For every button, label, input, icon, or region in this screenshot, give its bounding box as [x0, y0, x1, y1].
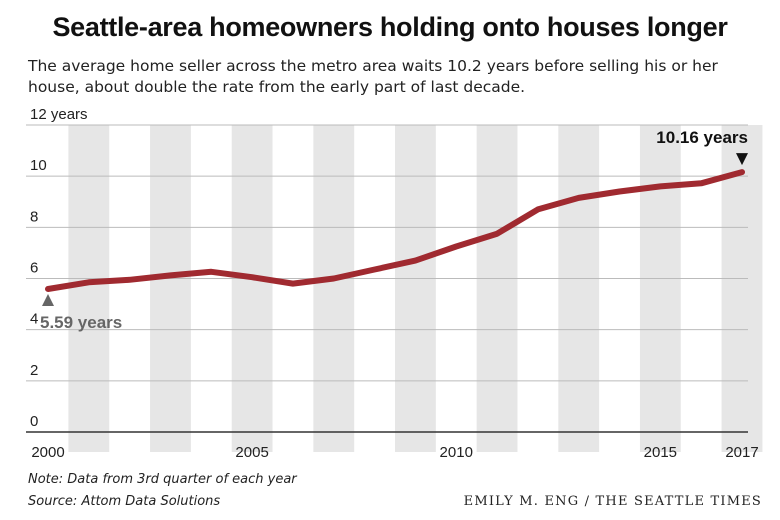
x-tick-label: 2005: [235, 444, 268, 461]
data-point: [453, 244, 459, 250]
data-point: [576, 195, 582, 201]
chart-source: Source: Attom Data Solutions: [28, 494, 221, 509]
start-value-label: 5.59 years: [40, 313, 122, 332]
chart-title: Seattle-area homeowners holding onto hou…: [52, 12, 728, 42]
year-band: [313, 125, 355, 452]
y-tick-label: 6: [30, 260, 38, 277]
data-point: [494, 231, 500, 237]
x-tick-label: 2000: [31, 444, 64, 461]
y-tick-label: 4: [30, 311, 38, 328]
x-tick-label: 2010: [440, 444, 473, 461]
year-band: [231, 125, 273, 452]
chart-credit: EMILY M. ENG / THE SEATTLE TIMES: [463, 494, 762, 509]
year-band: [639, 125, 681, 452]
data-point: [617, 189, 623, 195]
year-band: [558, 125, 600, 452]
year-band: [721, 125, 763, 452]
data-point: [739, 169, 745, 175]
data-point: [45, 286, 51, 292]
data-point: [331, 276, 337, 282]
year-band: [395, 125, 436, 452]
chart-subtitle: The average home seller across the metro…: [28, 57, 718, 96]
y-tick-label: 10: [30, 157, 47, 174]
data-point: [372, 267, 378, 273]
x-tick-label: 2017: [725, 444, 758, 461]
annotation-arrow: [42, 293, 54, 306]
data-point: [167, 272, 173, 278]
annotation-arrow: [736, 153, 748, 166]
data-point: [249, 274, 255, 280]
chart-note: Note: Data from 3rd quarter of each year: [28, 472, 297, 487]
y-tick-label: 12 years: [30, 106, 88, 123]
data-point: [86, 279, 92, 285]
data-point: [290, 281, 296, 287]
series-line: [45, 169, 745, 292]
y-tick-label: 2: [30, 362, 38, 379]
data-point: [698, 180, 704, 186]
year-band: [68, 125, 110, 452]
y-tick-label: 0: [30, 413, 38, 430]
data-point: [657, 183, 663, 189]
data-point: [535, 206, 541, 212]
year-band: [476, 125, 518, 452]
data-point: [127, 277, 133, 283]
data-point: [412, 258, 418, 264]
x-tick-label: 2015: [644, 444, 677, 461]
end-value-label: 10.16 years: [656, 128, 748, 147]
data-point: [208, 269, 214, 275]
year-band: [150, 125, 191, 452]
y-tick-label: 8: [30, 208, 38, 225]
